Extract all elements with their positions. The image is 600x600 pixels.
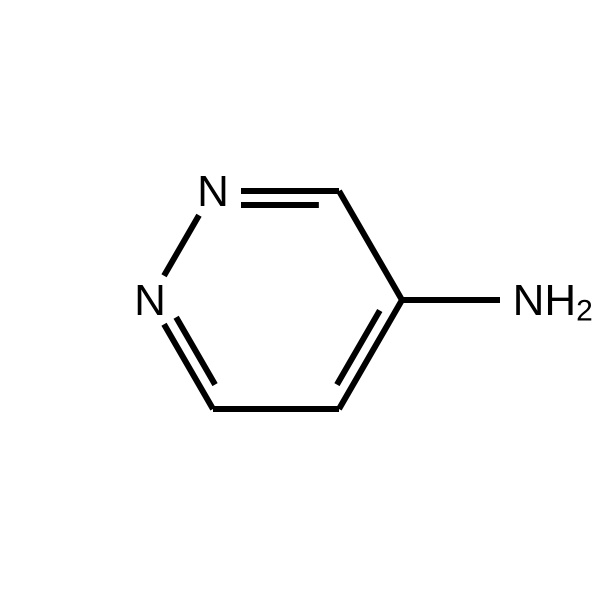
molecule-canvas: N N NH2: [0, 0, 600, 600]
bond-C3-C4: [339, 191, 402, 300]
atom-label-N2: N: [197, 167, 229, 216]
atom-label-N1: N: [134, 276, 166, 325]
atom-label-N7: NH2: [513, 276, 593, 328]
bond-N1-N2: [164, 215, 199, 276]
bond-C4-C5: [339, 300, 402, 409]
